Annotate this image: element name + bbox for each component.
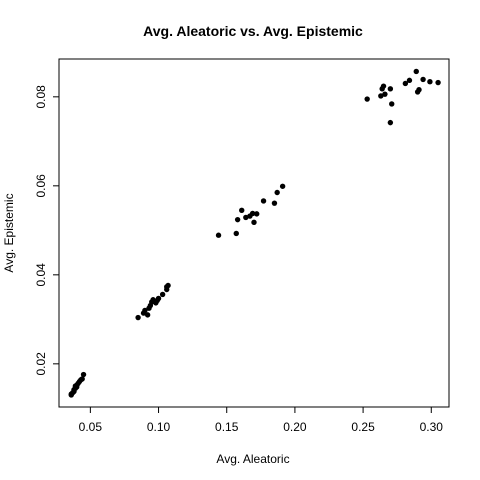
data-point — [243, 214, 249, 221]
y-tick-label: 0.08 — [34, 85, 48, 109]
data-point — [215, 232, 222, 238]
data-point — [233, 230, 239, 237]
data-point — [165, 282, 171, 289]
x-axis: 0.05 0.10 0.15 0.20 0.25 0.30 — [79, 406, 444, 434]
data-point — [80, 371, 87, 378]
data-point — [155, 295, 162, 302]
chart-title: Avg. Aleatoric vs. Avg. Epistemic — [143, 23, 363, 39]
x-tick-label: 0.05 — [79, 420, 103, 434]
y-axis: 0.02 0.04 0.06 0.08 — [34, 85, 60, 376]
y-tick-label: 0.04 — [34, 263, 48, 287]
data-point — [364, 96, 370, 102]
data-point — [271, 200, 278, 206]
data-point — [402, 80, 409, 87]
data-point — [249, 210, 256, 217]
y-axis-label: Avg. Epistemic — [2, 193, 16, 272]
data-point — [72, 383, 79, 389]
data-point — [420, 76, 426, 83]
x-tick-label: 0.30 — [420, 420, 444, 434]
data-point — [435, 79, 441, 86]
data-point — [387, 86, 394, 92]
data-point — [427, 78, 433, 85]
x-tick-label: 0.20 — [283, 420, 307, 434]
data-point — [387, 119, 394, 126]
data-point — [382, 91, 388, 97]
y-tick-label: 0.02 — [34, 352, 48, 376]
x-axis-label: Avg. Aleatoric — [216, 452, 289, 466]
data-point — [389, 101, 395, 107]
data-point — [380, 83, 387, 89]
data-point — [274, 189, 280, 196]
data-point — [254, 211, 260, 217]
x-tick-label: 0.15 — [215, 420, 239, 434]
data-point — [142, 307, 148, 314]
data-point — [251, 219, 257, 226]
data-point — [144, 312, 151, 318]
data-point — [68, 392, 74, 398]
data-point — [406, 77, 413, 84]
data-point — [413, 68, 419, 75]
data-point — [279, 183, 286, 189]
data-point — [378, 93, 384, 99]
plot-frame — [58, 58, 450, 408]
data-points — [68, 68, 441, 398]
data-point — [159, 291, 166, 298]
data-point — [260, 198, 267, 204]
data-point — [239, 207, 245, 214]
data-point — [135, 314, 141, 321]
y-tick-label: 0.06 — [34, 174, 48, 198]
data-point — [234, 216, 241, 223]
x-tick-label: 0.10 — [147, 420, 171, 434]
data-point — [79, 376, 85, 382]
data-point — [416, 87, 422, 93]
x-tick-label: 0.25 — [351, 420, 375, 434]
